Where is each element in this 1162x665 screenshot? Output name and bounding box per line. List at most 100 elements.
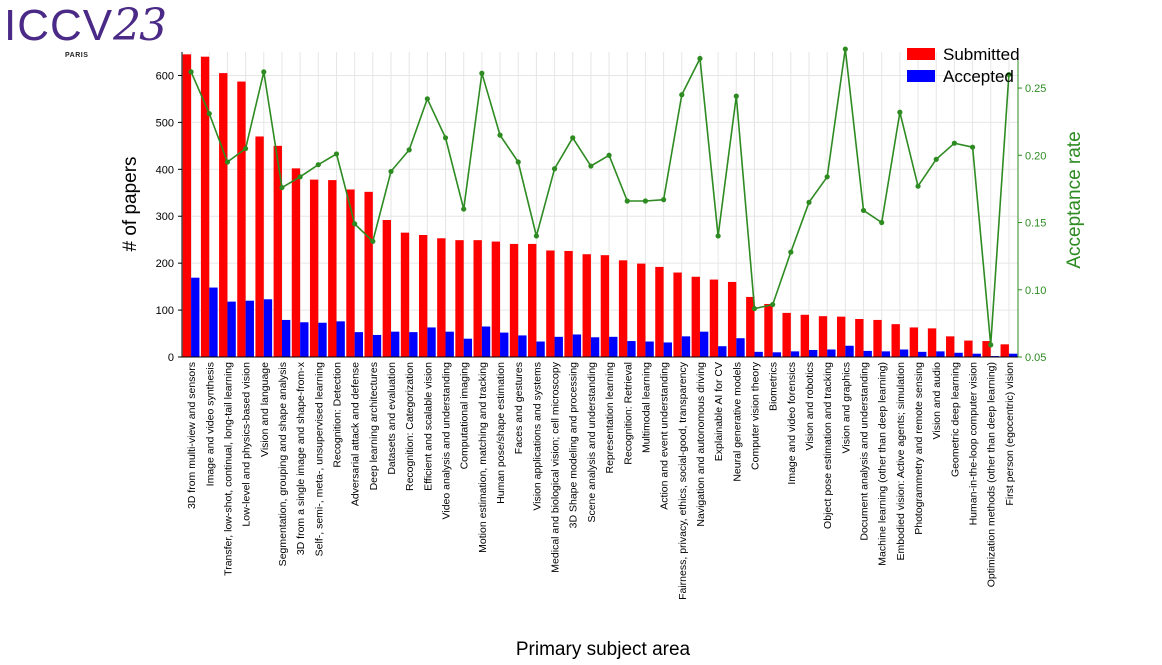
bar-accepted-32	[772, 352, 782, 357]
legend: Submitted Accepted	[907, 45, 1020, 86]
bar-accepted-27	[681, 336, 691, 357]
bar-submitted-8	[328, 180, 337, 357]
rate-point-9	[352, 221, 358, 227]
x-tick-label-33: Image and video forensics	[786, 362, 798, 485]
bar-accepted-26	[663, 342, 672, 357]
logo-city: PARIS	[65, 52, 89, 59]
rate-point-37	[860, 207, 867, 214]
bar-submitted-33	[782, 312, 791, 357]
y-tick-label-4: 400	[156, 164, 174, 176]
x-tick-label-3: Low-level and physics-based vision	[241, 362, 253, 527]
rate-point-40	[915, 183, 921, 189]
bar-accepted-31	[754, 351, 763, 357]
bar-accepted-18	[518, 335, 527, 357]
bar-accepted-11	[391, 331, 400, 357]
x-tick-label-15: Computational imaging	[459, 362, 471, 470]
bar-submitted-40	[909, 327, 919, 357]
rate-point-26	[661, 197, 667, 203]
rate-point-35	[824, 174, 830, 180]
x-tick-label-2: Transfer, low-shot, continual, long-tail…	[222, 362, 234, 576]
x-tick-label-12: Recognition: Categorization	[404, 362, 416, 491]
rate-point-34	[806, 199, 812, 205]
rate-point-2	[224, 159, 231, 165]
bar-submitted-13	[418, 235, 428, 357]
rate-point-18	[515, 159, 521, 165]
bar-accepted-20	[554, 336, 563, 357]
logo-year-text: 23	[113, 0, 167, 51]
bar-accepted-45	[1008, 353, 1018, 357]
bar-accepted-6	[300, 322, 309, 357]
bar-submitted-9	[346, 189, 355, 357]
x-tick-label-39: Embodied vision: Active agents; simulati…	[895, 362, 907, 561]
bar-accepted-41	[936, 351, 945, 357]
bar-submitted-35	[818, 316, 828, 357]
bar-accepted-28	[699, 331, 709, 357]
bar-accepted-39	[899, 349, 909, 357]
bar-accepted-13	[427, 327, 436, 357]
x-tick-label-24: Recognition: Retrieval	[622, 362, 634, 465]
x-tick-label-21: 3D Shape modeling and processing	[568, 362, 580, 529]
bar-submitted-28	[691, 276, 700, 357]
x-tick-label-43: Human-in-the-loop computer vision	[968, 362, 980, 526]
bar-accepted-14	[445, 331, 454, 357]
rate-point-15	[461, 206, 467, 212]
x-tick-label-37: Document analysis and understanding	[859, 362, 871, 541]
y-tick-label-5: 500	[156, 117, 174, 129]
x-tick-label-23: Representation learning	[604, 362, 616, 474]
bar-submitted-30	[727, 281, 737, 357]
rate-point-11	[388, 168, 394, 175]
x-tick-label-10: Deep learning architectures	[368, 362, 380, 490]
rate-point-10	[370, 238, 376, 244]
bar-accepted-30	[736, 338, 745, 357]
x-tick-label-31: Computer vision theory	[750, 361, 762, 470]
rate-point-38	[879, 219, 885, 226]
x-tick-label-7: Self-, semi-, meta-, unsupervised learni…	[313, 362, 325, 556]
bar-submitted-27	[673, 272, 682, 357]
bar-submitted-44	[982, 341, 991, 357]
y-tick-label-6: 600	[156, 70, 174, 82]
y-tick-label-1: 100	[156, 305, 174, 317]
bar-accepted-36	[845, 345, 854, 357]
bar-accepted-35	[827, 349, 836, 357]
y-axis-label: # of papers	[120, 156, 141, 251]
x-tick-label-34: Vision and robotics	[804, 362, 816, 451]
bar-submitted-12	[400, 232, 410, 357]
axes	[181, 52, 1019, 358]
bar-accepted-15	[463, 338, 473, 357]
y-tick-label-3: 300	[156, 211, 174, 223]
x-tick-label-38: Machine learning (other than deep learni…	[877, 362, 889, 566]
rate-point-39	[897, 109, 903, 115]
rate-point-43	[969, 144, 976, 150]
x-tick-label-8: Recognition: Detection	[332, 362, 344, 468]
bar-submitted-6	[291, 168, 301, 357]
bar-submitted-26	[655, 266, 664, 357]
rate-point-7	[315, 162, 321, 168]
bar-accepted-40	[918, 351, 927, 357]
rate-point-5	[279, 184, 285, 191]
bar-submitted-10	[364, 191, 373, 357]
x-tick-label-13: Efficient and scalable vision	[422, 362, 434, 491]
bar-accepted-29	[718, 346, 727, 357]
x-tick-label-27: Fairness, privacy, ethics, social-good, …	[677, 361, 689, 600]
bar-submitted-29	[709, 279, 719, 357]
rate-point-28	[697, 55, 703, 62]
rate-point-24	[624, 198, 630, 204]
bar-accepted-8	[336, 321, 345, 357]
rate-point-30	[733, 93, 739, 99]
bar-submitted-39	[891, 324, 900, 357]
rate-point-17	[497, 132, 503, 138]
x-tick-label-20: Medical and biological vision; cell micr…	[550, 361, 562, 572]
bar-accepted-17	[500, 332, 509, 357]
bar-submitted-16	[473, 240, 482, 357]
bar-accepted-43	[972, 353, 981, 357]
bar-accepted-3	[245, 300, 254, 357]
bar-accepted-10	[372, 334, 382, 357]
x-tick-label-44: Optimization methods (other than deep le…	[986, 362, 998, 587]
bar-accepted-19	[536, 341, 545, 357]
bar-submitted-23	[600, 255, 610, 357]
accepted-bars	[191, 277, 1018, 357]
bar-accepted-25	[645, 341, 654, 357]
bar-accepted-12	[409, 332, 418, 357]
rate-point-12	[406, 147, 412, 153]
bar-accepted-34	[809, 349, 818, 357]
